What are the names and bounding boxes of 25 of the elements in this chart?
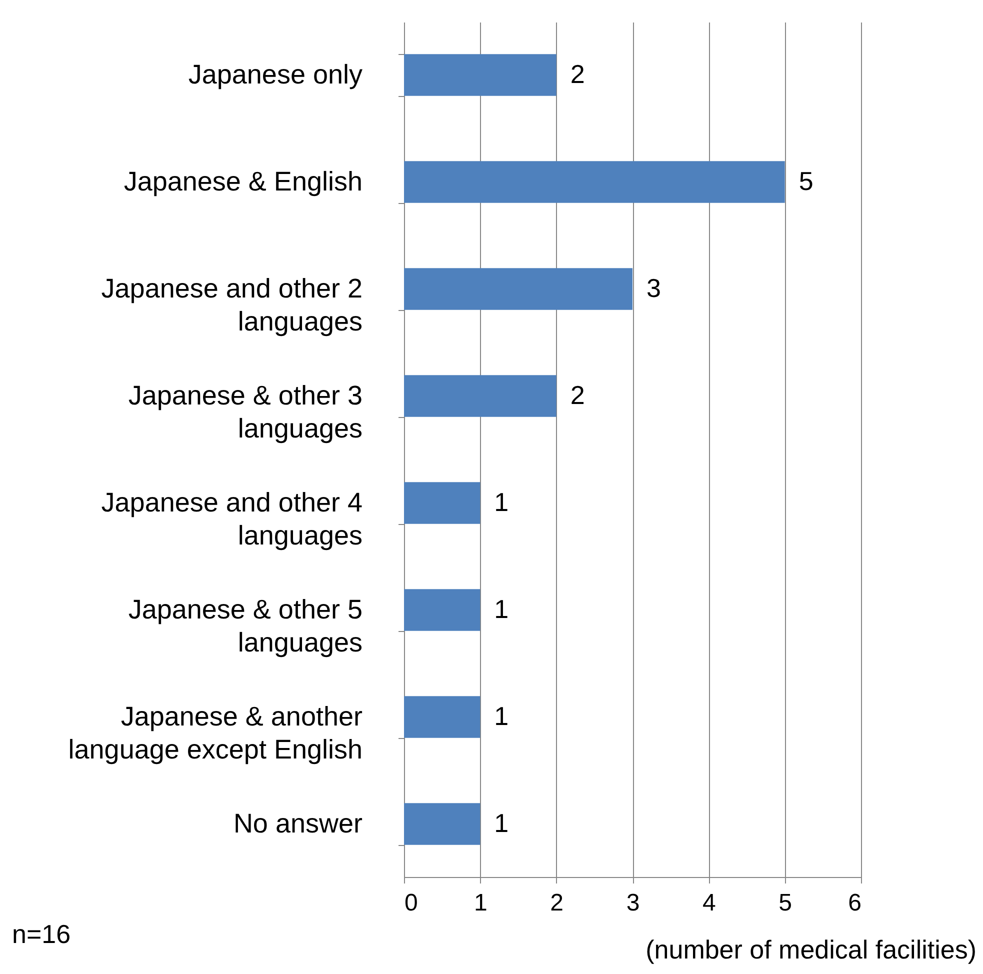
data-label: 1 xyxy=(494,701,509,732)
x-tick-label: 1 xyxy=(474,890,488,916)
data-label: 5 xyxy=(798,166,814,196)
y-tick-label: Japanese & English xyxy=(124,166,362,196)
y-tick-label: Japanese & another language except English xyxy=(68,702,363,765)
data-label: 1 xyxy=(494,487,509,518)
y-tick-label: No answer xyxy=(233,808,362,839)
data-label: 2 xyxy=(570,58,585,89)
y-tick-label: Japanese only xyxy=(188,59,363,90)
y-tick-label: Japanese & other 5 languages xyxy=(128,594,362,658)
x-tick-label: 2 xyxy=(550,890,564,916)
x-tick-label: 4 xyxy=(702,890,716,916)
x-tick-label: 5 xyxy=(778,890,792,916)
y-tick-label: Japanese and other 2 languages xyxy=(101,273,362,336)
x-tick-label: 3 xyxy=(626,890,640,916)
x-axis-title: (number of medical facilities) xyxy=(646,934,976,964)
data-label: 2 xyxy=(570,380,585,410)
data-label: 1 xyxy=(494,808,509,838)
x-tick-label: 0 xyxy=(404,890,418,916)
data-label: 1 xyxy=(494,594,509,624)
data-label: 3 xyxy=(646,272,661,303)
y-tick-label: Japanese & other 3 languages xyxy=(128,380,362,444)
text: n=16 xyxy=(12,919,71,949)
y-tick-label: Japanese and other 4 languages xyxy=(101,488,362,551)
x-tick-label: 6 xyxy=(848,890,862,916)
